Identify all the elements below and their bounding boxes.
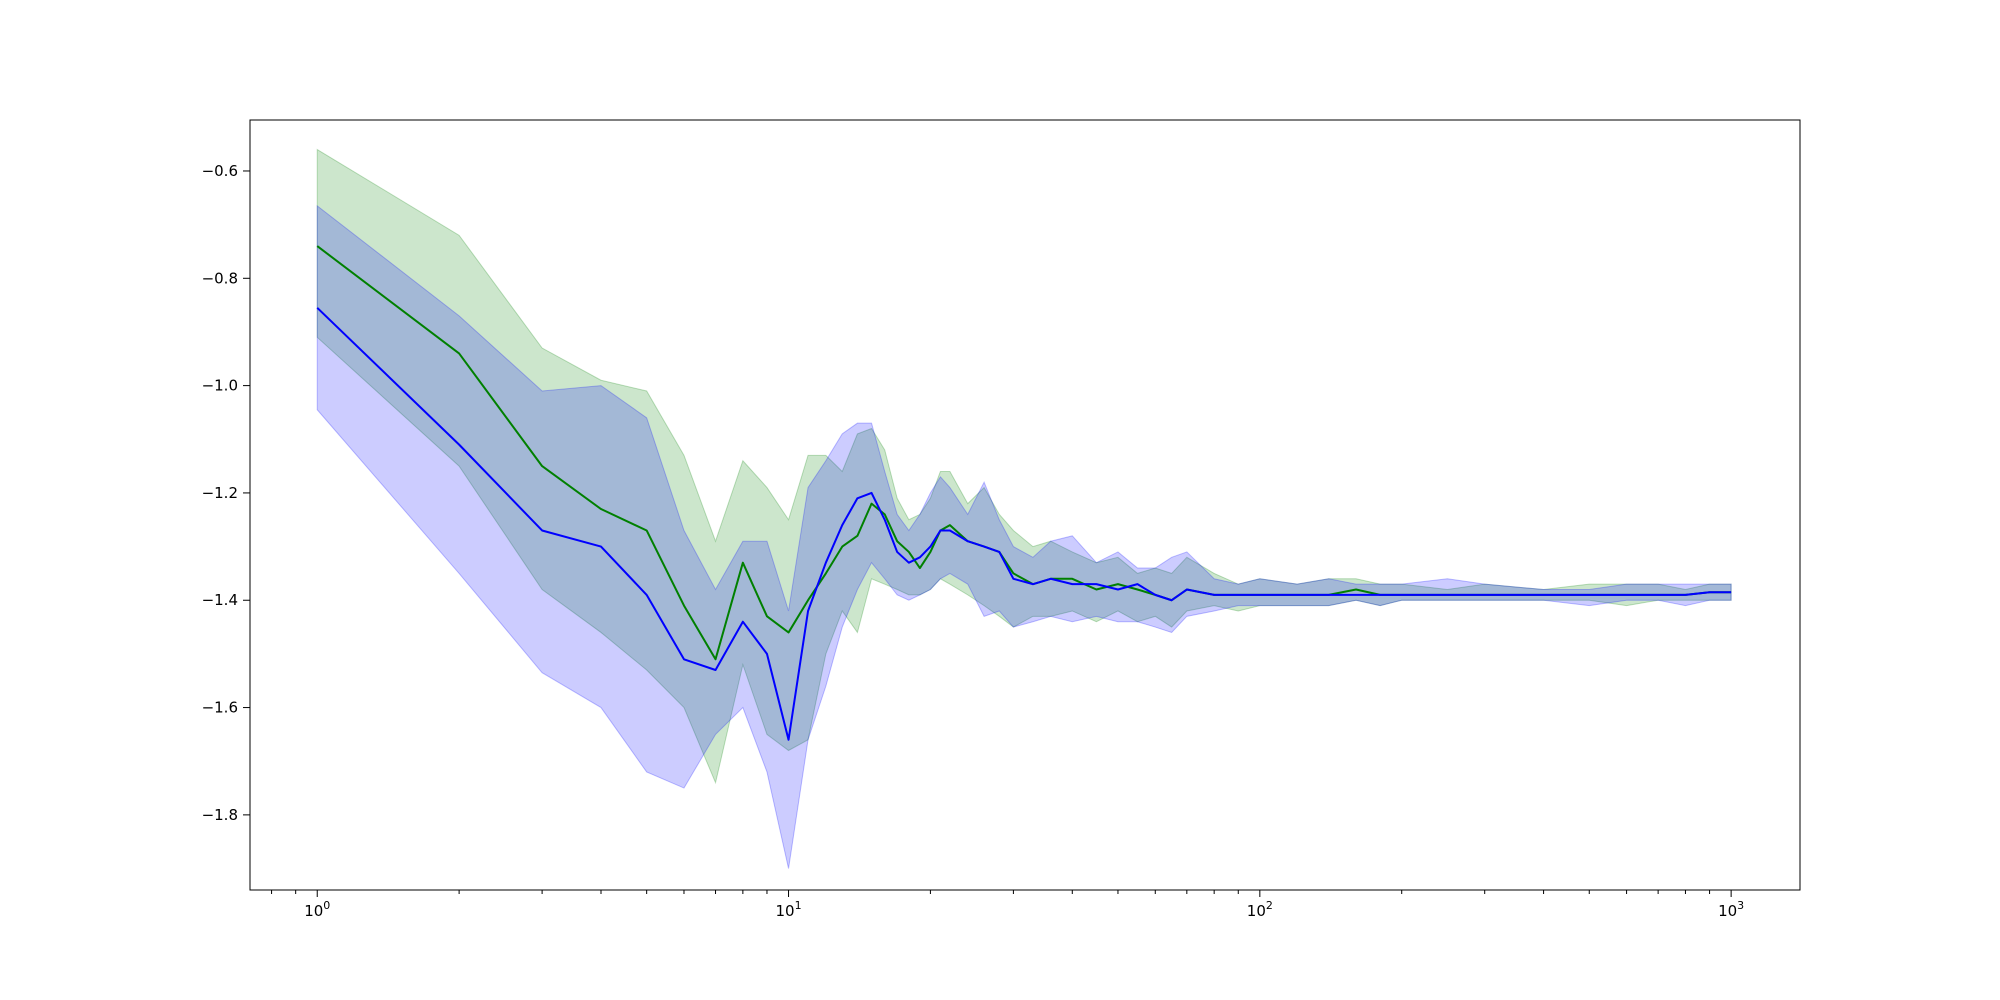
y-axis: −0.6 −0.8 −1.0 −1.2 −1.4 −1.6 −1.8 (202, 162, 250, 824)
y-tick-label: −0.6 (202, 162, 238, 180)
y-tick-label: −1.0 (202, 377, 238, 395)
y-tick-label: −1.4 (202, 591, 238, 609)
plot-area (250, 120, 1800, 890)
y-tick-label: −0.8 (202, 269, 238, 287)
plot-frame (249, 119, 1801, 891)
y-tick-label: −1.2 (202, 484, 238, 502)
series-lines (316, 245, 1732, 741)
band-green (316, 148, 1732, 785)
y-tick-label: −1.8 (202, 806, 238, 824)
y-tick-label: −1.6 (202, 699, 238, 717)
series-line-blue (316, 307, 1732, 741)
confidence-bands (316, 148, 1732, 869)
band-blue (316, 204, 1732, 869)
